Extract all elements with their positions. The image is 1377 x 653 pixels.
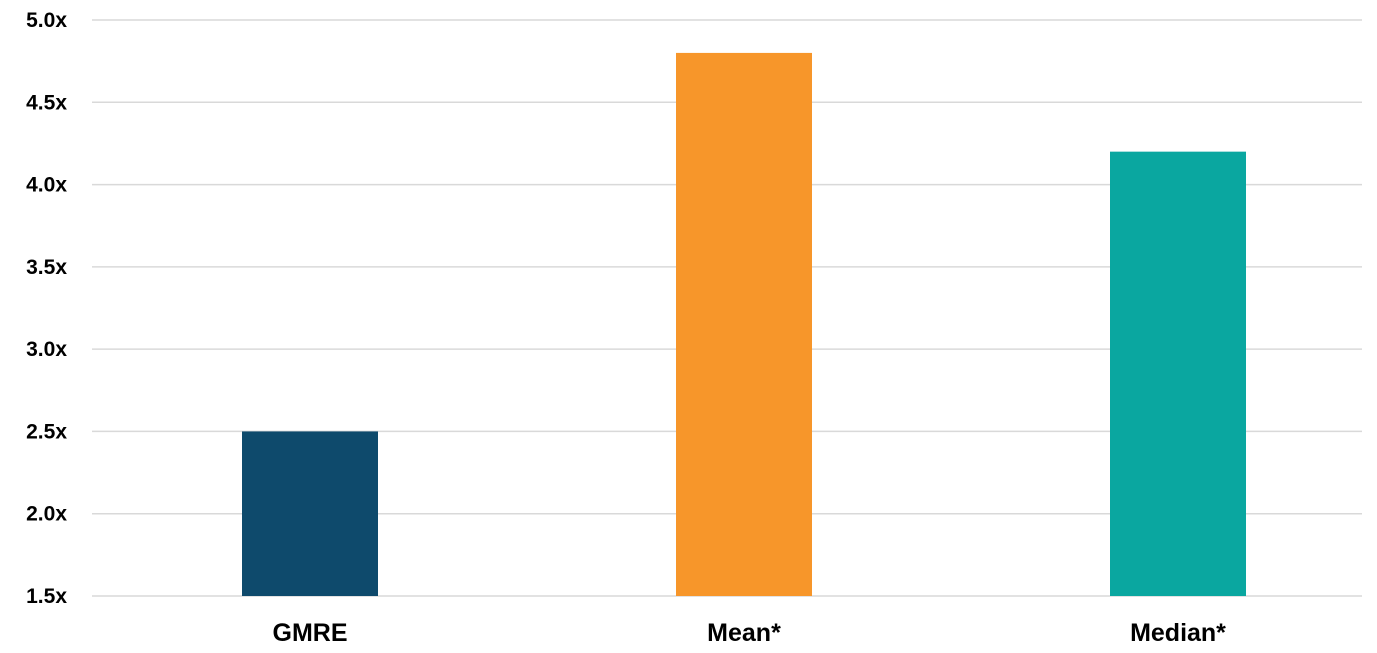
x-category-label: Median*	[1130, 619, 1226, 647]
y-tick-label: 2.0x	[26, 503, 67, 526]
y-tick-label: 4.5x	[26, 91, 67, 114]
x-axis-category-labels: GMRE Mean* Median*	[273, 619, 1227, 647]
x-category-label: Mean*	[707, 619, 781, 647]
bars	[242, 52, 1246, 596]
y-tick-label: 4.0x	[26, 174, 67, 197]
y-tick-label: 2.5x	[26, 420, 67, 443]
y-tick-label: 1.5x	[26, 585, 67, 608]
bar-gmre	[242, 431, 378, 596]
x-category-label: GMRE	[273, 619, 348, 647]
y-tick-label: 5.0x	[26, 9, 67, 32]
y-axis-tick-labels: 1.5x 2.0x 2.5x 3.0x 3.5x 4.0x 4.5x 5.0x	[26, 9, 67, 608]
bar-mean	[676, 52, 812, 596]
y-tick-label: 3.0x	[26, 338, 67, 361]
y-tick-label: 3.5x	[26, 256, 67, 279]
bar-median	[1110, 151, 1246, 596]
